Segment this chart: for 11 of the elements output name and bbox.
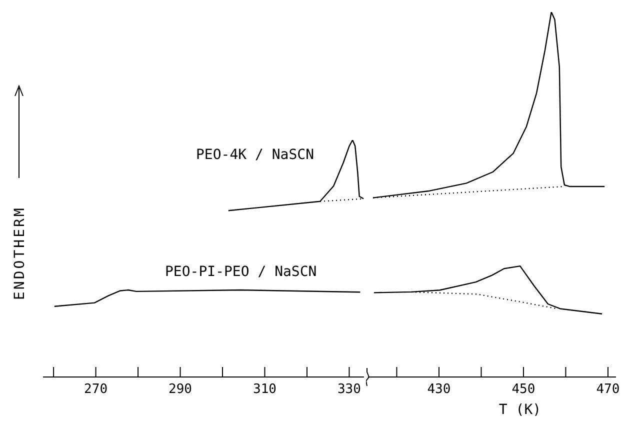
x-tick-label: 450 bbox=[512, 382, 536, 397]
x-tick-label: 270 bbox=[84, 382, 108, 397]
x-tick-label: 310 bbox=[253, 382, 276, 397]
x-tick-label: 430 bbox=[427, 382, 451, 397]
y-axis-title: ENDOTHERM bbox=[12, 206, 28, 300]
x-tick-label: 470 bbox=[596, 382, 620, 397]
series-label: PEO-4K / NaSCN bbox=[196, 147, 314, 163]
x-tick-label: 330 bbox=[337, 382, 361, 397]
series-label: PEO-PI-PEO / NaSCN bbox=[165, 264, 317, 280]
x-tick-label: 290 bbox=[168, 382, 192, 397]
x-axis-title: T (K) bbox=[498, 402, 542, 418]
